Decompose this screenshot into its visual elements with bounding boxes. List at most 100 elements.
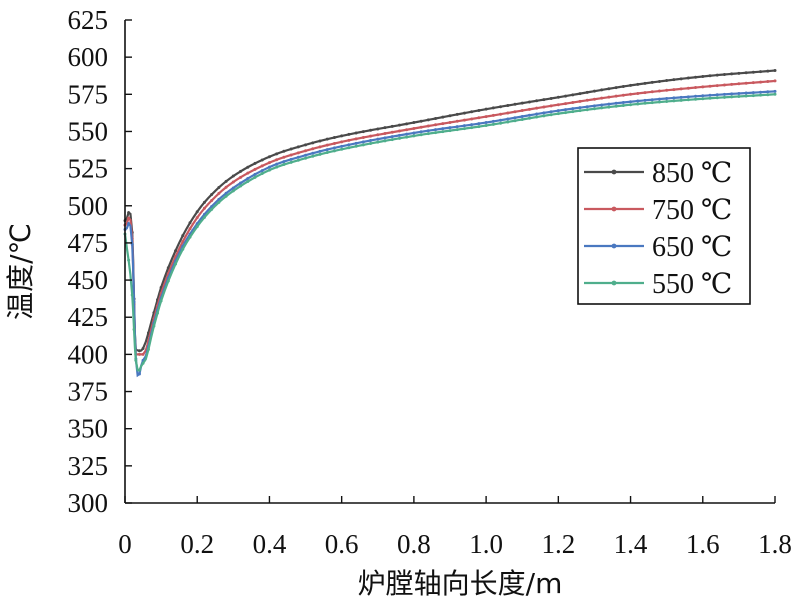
series-markers-3	[123, 92, 777, 372]
data-point	[665, 96, 669, 100]
data-point	[621, 103, 625, 107]
data-point	[491, 106, 495, 110]
data-point	[542, 98, 546, 102]
data-point	[304, 143, 308, 147]
data-point	[246, 165, 250, 169]
data-point	[390, 138, 394, 142]
data-point	[542, 105, 546, 109]
data-point	[137, 368, 141, 372]
data-point	[311, 147, 315, 151]
data-point	[448, 120, 452, 124]
data-point	[383, 132, 387, 136]
data-point	[137, 372, 141, 376]
data-point	[686, 86, 690, 90]
data-point	[665, 88, 669, 92]
data-point	[354, 144, 358, 148]
x-tick-label: 1.6	[686, 529, 720, 559]
data-point	[146, 347, 150, 351]
data-point	[766, 69, 770, 73]
x-tick-label: 1.0	[469, 529, 503, 559]
data-point	[499, 105, 503, 109]
x-tick-label: 0.4	[253, 529, 287, 559]
data-point	[275, 152, 279, 156]
data-point	[564, 111, 568, 115]
legend-label-0: 850 ℃	[652, 158, 732, 189]
data-point	[210, 193, 214, 197]
data-point	[549, 96, 553, 100]
data-point	[491, 119, 495, 123]
data-point	[311, 154, 315, 158]
data-point	[744, 94, 748, 98]
y-tick-label: 550	[68, 116, 109, 146]
data-point	[708, 74, 712, 78]
data-point	[267, 155, 271, 159]
data-point	[657, 97, 661, 101]
data-point	[578, 109, 582, 113]
legend-marker-0	[611, 169, 617, 175]
data-point	[340, 144, 344, 148]
data-point	[405, 128, 409, 132]
series-markers-0	[123, 69, 777, 353]
data-point	[730, 72, 734, 76]
y-tick-label: 350	[68, 414, 109, 444]
data-point	[556, 95, 560, 99]
data-point	[369, 141, 373, 145]
data-point	[296, 155, 300, 159]
data-point	[224, 185, 228, 189]
data-point	[318, 145, 322, 149]
data-point	[253, 175, 257, 179]
legend-label-2: 650 ℃	[652, 232, 732, 263]
data-point	[434, 116, 438, 120]
data-point	[289, 160, 293, 164]
data-point	[441, 115, 445, 119]
data-point	[535, 115, 539, 119]
x-tick-label: 1.4	[614, 529, 648, 559]
data-point	[361, 135, 365, 139]
data-point	[744, 81, 748, 85]
data-point	[506, 103, 510, 107]
legend-label-3: 550 ℃	[652, 269, 732, 300]
data-point	[679, 87, 683, 91]
data-point	[239, 181, 243, 185]
data-point	[657, 79, 661, 83]
data-point	[564, 102, 568, 106]
data-point	[643, 101, 647, 105]
data-point	[434, 123, 438, 127]
data-point	[390, 124, 394, 128]
data-point	[347, 143, 351, 147]
data-point	[592, 89, 596, 93]
data-point	[657, 100, 661, 104]
data-point	[275, 165, 279, 169]
data-point	[376, 137, 380, 141]
data-point	[412, 131, 416, 135]
data-point	[629, 92, 633, 96]
x-tick-label: 1.8	[758, 529, 792, 559]
data-point	[556, 112, 560, 116]
data-point	[527, 107, 531, 111]
data-point	[231, 189, 235, 193]
data-point	[275, 158, 279, 162]
data-point	[217, 185, 221, 189]
data-point	[354, 131, 358, 135]
data-point	[477, 122, 481, 126]
data-point	[600, 106, 604, 110]
legend-marker-1	[611, 206, 617, 212]
y-tick-label: 625	[68, 5, 109, 35]
data-point	[636, 102, 640, 106]
data-point	[260, 169, 264, 173]
data-point	[643, 81, 647, 85]
data-point	[434, 128, 438, 132]
data-point	[246, 180, 250, 184]
data-point	[390, 130, 394, 134]
data-point	[239, 184, 243, 188]
data-point	[513, 102, 517, 106]
data-point	[650, 98, 654, 102]
data-point	[636, 82, 640, 86]
data-point	[607, 105, 611, 109]
data-point	[535, 112, 539, 116]
y-tick-label: 300	[68, 488, 109, 518]
data-point	[390, 135, 394, 139]
data-point	[527, 113, 531, 117]
data-point	[672, 99, 676, 103]
data-point	[127, 222, 131, 226]
